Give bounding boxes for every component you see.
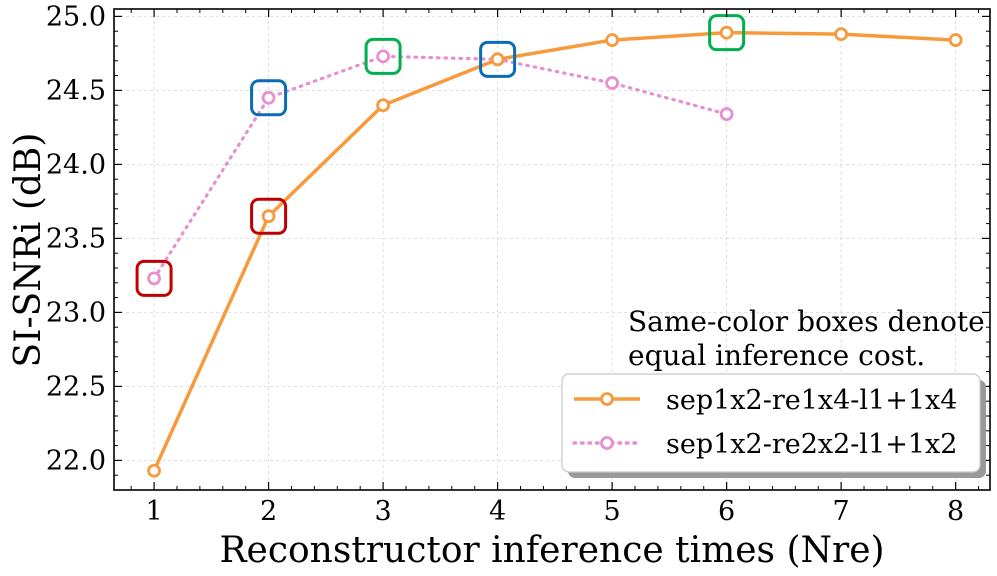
data-point-series-1 bbox=[719, 25, 734, 40]
cost-box-red bbox=[250, 197, 288, 235]
cost-box-red bbox=[135, 259, 173, 297]
y-axis-label: SI-SNRi (dB) bbox=[8, 133, 49, 368]
legend-marker-series-2 bbox=[600, 436, 614, 450]
y-tick-label: 22.5 bbox=[46, 371, 106, 402]
legend-label-series-2: sep1x2-re2x2-l1+1x2 bbox=[666, 429, 957, 460]
cost-box-blue bbox=[250, 79, 288, 117]
annotation-line-2: equal inference cost. bbox=[628, 339, 925, 372]
y-tick-label: 23.5 bbox=[46, 223, 106, 254]
data-point-series-1 bbox=[948, 33, 963, 47]
y-tick-label: 24.5 bbox=[46, 75, 106, 106]
x-tick-label: 1 bbox=[145, 496, 162, 527]
x-tick-label: 5 bbox=[604, 496, 621, 527]
series-layer bbox=[147, 25, 963, 478]
y-tick-label: 24.0 bbox=[46, 149, 106, 180]
x-tick-label: 8 bbox=[947, 496, 964, 527]
data-point-series-1 bbox=[834, 27, 849, 42]
data-point-series-1 bbox=[376, 98, 390, 113]
y-axis: 22.0 22.5 23.0 23.5 24.0 24.5 25.0 bbox=[46, 1, 990, 476]
plot-frame bbox=[113, 8, 991, 491]
y-tick-label: 25.0 bbox=[46, 1, 106, 32]
x-tick-label: 4 bbox=[489, 496, 506, 527]
cost-box-green bbox=[364, 37, 402, 75]
data-point-series-1 bbox=[147, 463, 161, 478]
legend-box bbox=[561, 373, 981, 473]
data-point-series-2 bbox=[376, 49, 390, 64]
x-tick-label: 7 bbox=[833, 496, 850, 527]
data-point-series-2 bbox=[261, 90, 276, 105]
x-axis: 1 2 3 4 5 6 7 8 bbox=[145, 9, 964, 527]
data-point-series-2 bbox=[147, 271, 161, 286]
legend-label-series-1: sep1x2-re1x4-l1+1x4 bbox=[666, 385, 957, 416]
data-point-series-1 bbox=[490, 52, 505, 67]
data-point-series-2 bbox=[719, 107, 734, 121]
y-tick-label: 23.0 bbox=[46, 297, 106, 328]
x-tick-label: 2 bbox=[260, 496, 277, 527]
y-tick-label: 22.0 bbox=[46, 445, 106, 476]
legend: sep1x2-re1x4-l1+1x4 sep1x2-re2x2-l1+1x2 bbox=[561, 373, 986, 478]
cost-box-blue bbox=[479, 40, 517, 78]
data-point-series-1 bbox=[261, 209, 276, 224]
annotation-line-1: Same-color boxes denote bbox=[628, 305, 985, 338]
series-line-1 bbox=[152, 30, 956, 472]
x-axis-label: Reconstructor inference times (Nre) bbox=[219, 530, 884, 571]
x-tick-label: 6 bbox=[718, 496, 735, 527]
legend-marker-series-1 bbox=[600, 392, 614, 406]
data-point-series-1 bbox=[605, 33, 620, 47]
series-line-2 bbox=[152, 54, 729, 280]
x-tick-label: 3 bbox=[375, 496, 392, 527]
data-point-series-2 bbox=[605, 76, 620, 90]
cost-boxes bbox=[135, 14, 746, 297]
grid bbox=[114, 9, 990, 490]
